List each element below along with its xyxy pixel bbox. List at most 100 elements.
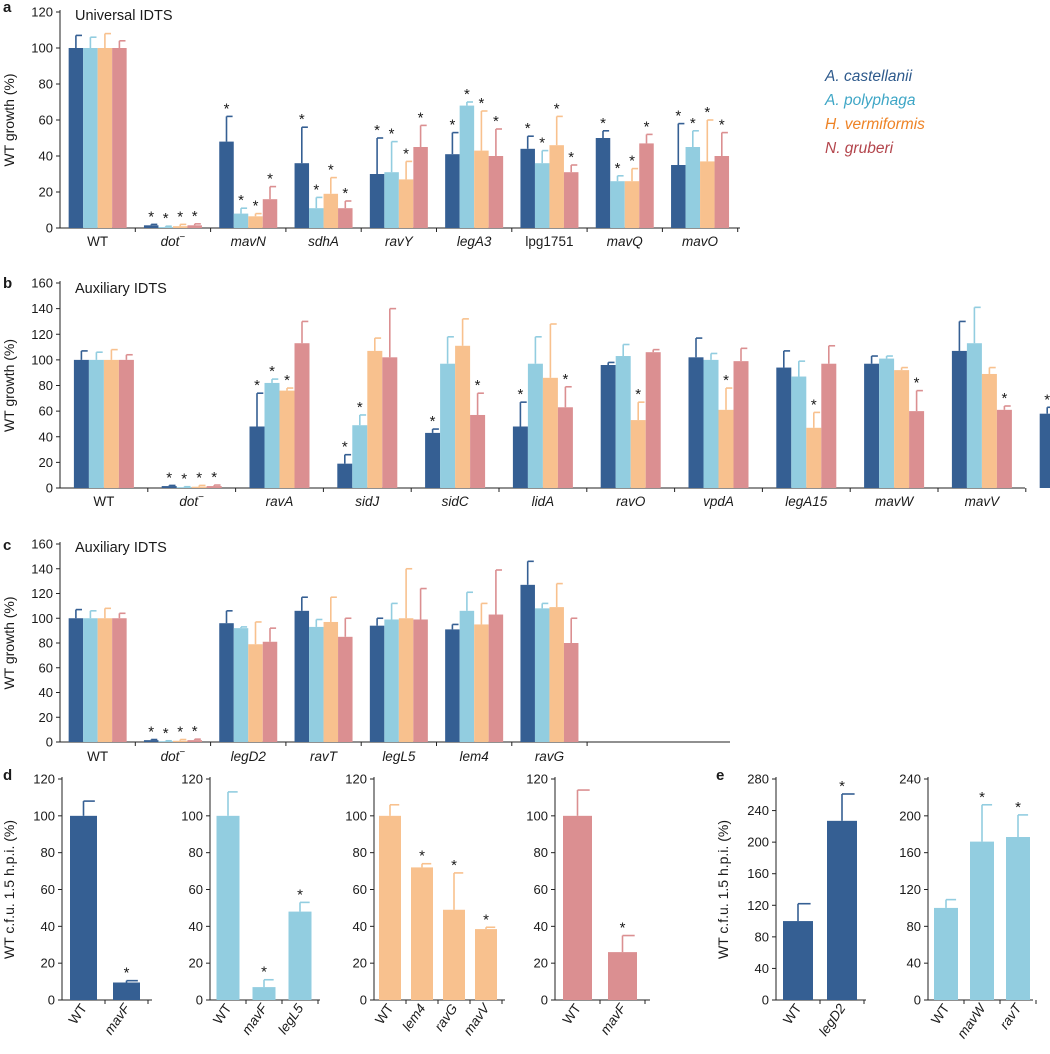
category-label-text: legD2 (231, 749, 267, 764)
significance-star: * (419, 848, 425, 865)
y-tick-label: 60 (41, 882, 55, 897)
category-label: WT (87, 749, 108, 764)
significance-star: * (539, 135, 545, 152)
significance-star: * (374, 122, 380, 139)
bar (474, 624, 489, 742)
category-group: * * lidA (512, 323, 588, 509)
bar (639, 143, 654, 228)
category-group: * ravT (997, 799, 1037, 1032)
bar (337, 463, 353, 488)
bar (413, 147, 428, 228)
bar (425, 432, 441, 488)
category-label: lem4 (399, 1001, 428, 1034)
y-tick-label: 40 (39, 429, 53, 444)
category-group: * * * * legA3 (445, 86, 513, 249)
panel-c: c Auxiliary IDTS WT growth (%) 0 20 40 60 80 100… (1, 537, 730, 764)
significance-star: * (313, 181, 319, 198)
category-label: sidC (442, 494, 469, 509)
legend-entry: H. vermiformis (825, 116, 925, 133)
bar (158, 741, 173, 742)
bar (534, 608, 550, 742)
y-tick-label: 0 (196, 993, 203, 1008)
bar (118, 359, 134, 488)
y-tick-label: 120 (31, 5, 53, 20)
legend: A. castellanii A. polyphaga H. vermiformis… (824, 68, 925, 157)
y-tick-label: 100 (345, 808, 367, 823)
y-tick-label: 20 (353, 956, 367, 971)
y-tick-label: 40 (39, 149, 53, 164)
category-label: legA3 (457, 234, 492, 249)
category-label-text: legA15 (785, 494, 828, 509)
y-tick-label: 100 (181, 808, 203, 823)
bar (216, 815, 240, 1000)
category-group: legD2 (219, 610, 287, 764)
category-group: * * * * dot− (143, 208, 212, 249)
y-tick-label: 140 (31, 301, 53, 316)
bar (176, 487, 192, 488)
category-label: ravT (997, 1000, 1026, 1032)
bar (143, 225, 159, 228)
y-tick-label: 240 (899, 772, 921, 787)
significance-star: * (163, 210, 169, 227)
category-group: * * sidJ (337, 307, 412, 509)
bar (459, 610, 475, 742)
significance-star: * (839, 778, 845, 795)
significance-star: * (224, 100, 230, 117)
category-label: sdhA (308, 234, 339, 249)
significance-star: * (629, 153, 635, 170)
significance-star: * (620, 920, 626, 937)
significance-star: * (478, 95, 484, 112)
y-tick-label: 120 (33, 772, 55, 787)
significance-star: * (357, 399, 363, 416)
bar (187, 740, 202, 742)
category-group: * * * ravA (249, 320, 324, 509)
category-group: * mavV (951, 306, 1027, 509)
bar (248, 216, 263, 228)
bar (382, 357, 398, 488)
y-tick-label: 0 (541, 993, 548, 1008)
category-group: * legA15 (776, 344, 851, 509)
category-group: WT (68, 607, 136, 764)
significance-star: * (1015, 799, 1021, 816)
category-group: * * * * sdhA (294, 111, 362, 249)
bar (806, 427, 822, 488)
y-axis-label: WT c.f.u. 1.5 h.p.i. (%) (1, 820, 17, 959)
y-tick-label: 40 (41, 919, 55, 934)
bar (520, 148, 535, 228)
significance-star: * (148, 724, 154, 741)
significance-star: * (254, 377, 260, 394)
category-label: mavV (965, 494, 1002, 509)
category-label-text: legL5 (382, 749, 416, 764)
category-label: dot− (161, 747, 186, 764)
y-tick-label: 120 (31, 327, 53, 342)
category-label: mavW (954, 1000, 989, 1041)
y-axis-label: WT growth (%) (1, 339, 17, 432)
panel-d4: 0 20 40 60 80 100 120 WT * mavF (526, 772, 650, 1037)
category-label: WT (560, 1001, 584, 1027)
significance-star: * (403, 145, 409, 162)
bar (249, 426, 265, 488)
bar (703, 359, 719, 488)
bar (563, 643, 579, 742)
y-tick-label: 100 (31, 352, 53, 367)
bar (384, 172, 399, 228)
bar (262, 641, 278, 742)
y-tick-label: 60 (39, 113, 53, 128)
bar (714, 156, 730, 228)
bar (252, 987, 276, 1000)
category-label-text: ravT (310, 749, 339, 764)
category-group: * ravO (600, 343, 676, 509)
y-tick-label: 120 (31, 586, 53, 601)
bar (864, 363, 880, 488)
category-label: ravT (310, 749, 339, 764)
bar (520, 584, 535, 742)
category-group: * legL5 (275, 886, 319, 1037)
bar (1006, 837, 1030, 1000)
bar (459, 105, 475, 228)
category-label-text: lidA (532, 494, 555, 509)
category-label-text: lem4 (460, 749, 489, 764)
panel-letter: d (3, 767, 12, 784)
bar (187, 225, 202, 228)
significance-star: * (723, 372, 729, 389)
